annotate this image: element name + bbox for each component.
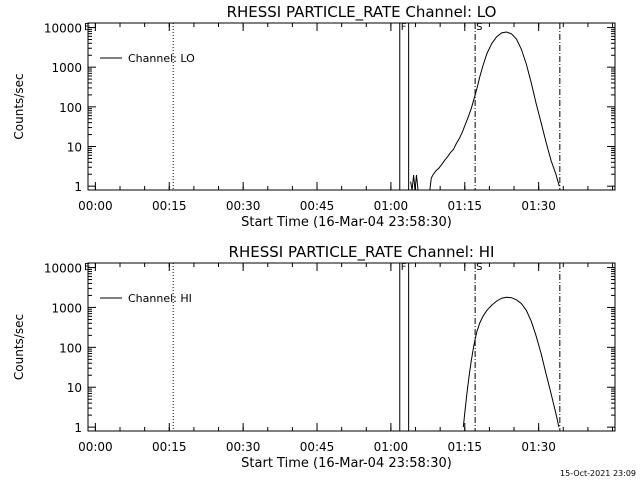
generation-timestamp: 15-Oct-2021 23:09 (560, 469, 636, 478)
panel2-event-marker-label: F (401, 262, 407, 273)
panel1-y-tick-label: 10 (67, 140, 82, 154)
panel1-corner-label: E (84, 22, 90, 33)
panel2-plot-frame (87, 262, 616, 432)
panel1-y-tick-label: 100 (59, 101, 82, 115)
panel2-series-line (462, 296, 560, 428)
panel1-y-tick-label: 1 (74, 180, 82, 194)
panel2-x-tick-label: 00:15 (152, 440, 187, 454)
panel1-x-tick-label: 00:30 (226, 199, 261, 213)
panel2-corner-label: E (84, 262, 90, 273)
panel2-legend-label: Channel: HI (128, 292, 192, 305)
panel1-x-tick-label: 01:00 (374, 199, 409, 213)
panel2-y-tick-label: 10000 (44, 262, 82, 276)
panel1-x-tick-label: 01:15 (447, 199, 482, 213)
panel1-y-tick-label: 1000 (51, 61, 82, 75)
panel2-y-tick-label: 1000 (51, 301, 82, 315)
panel1-x-tick-label: 00:45 (300, 199, 335, 213)
panel2-x-tick-label: 00:45 (300, 440, 335, 454)
panel2-x-tick-label: 01:15 (447, 440, 482, 454)
panel2-event-marker-label: S (476, 262, 482, 273)
panel1-plot-frame (87, 22, 616, 191)
panel2-x-tick-label: 00:30 (226, 440, 261, 454)
panel1-y-tick-label: 10000 (44, 22, 82, 36)
panel2-y-tick-label: 1 (74, 421, 82, 435)
panel2-x-axis-label: Start Time (16-Mar-04 23:58:30) (241, 456, 452, 471)
panel1-x-tick-label: 01:30 (521, 199, 556, 213)
panel2-title: RHESSI PARTICLE_RATE Channel: HI (229, 243, 495, 262)
panel1-event-marker-label: S (476, 22, 482, 33)
panel2-y-tick-label: 100 (59, 341, 82, 355)
panel2-y-tick-label: 10 (67, 381, 82, 395)
panel1-title: RHESSI PARTICLE_RATE Channel: LO (227, 3, 497, 22)
panel1-event-marker-label: F (401, 22, 407, 33)
panel1-series-line (410, 31, 560, 191)
panel2-x-tick-label: 01:30 (521, 440, 556, 454)
panel1-x-tick-label: 00:15 (152, 199, 187, 213)
panel1-x-tick-label: 00:00 (78, 199, 113, 213)
panel1-y-axis-label: Counts/sec (12, 73, 26, 139)
panel2-x-tick-label: 00:00 (78, 440, 113, 454)
panel1-legend-label: Channel: LO (128, 52, 195, 65)
panel1-x-axis-label: Start Time (16-Mar-04 23:58:30) (241, 215, 452, 230)
panel2-x-tick-label: 01:00 (374, 440, 409, 454)
panel2-y-axis-label: Counts/sec (12, 314, 26, 380)
